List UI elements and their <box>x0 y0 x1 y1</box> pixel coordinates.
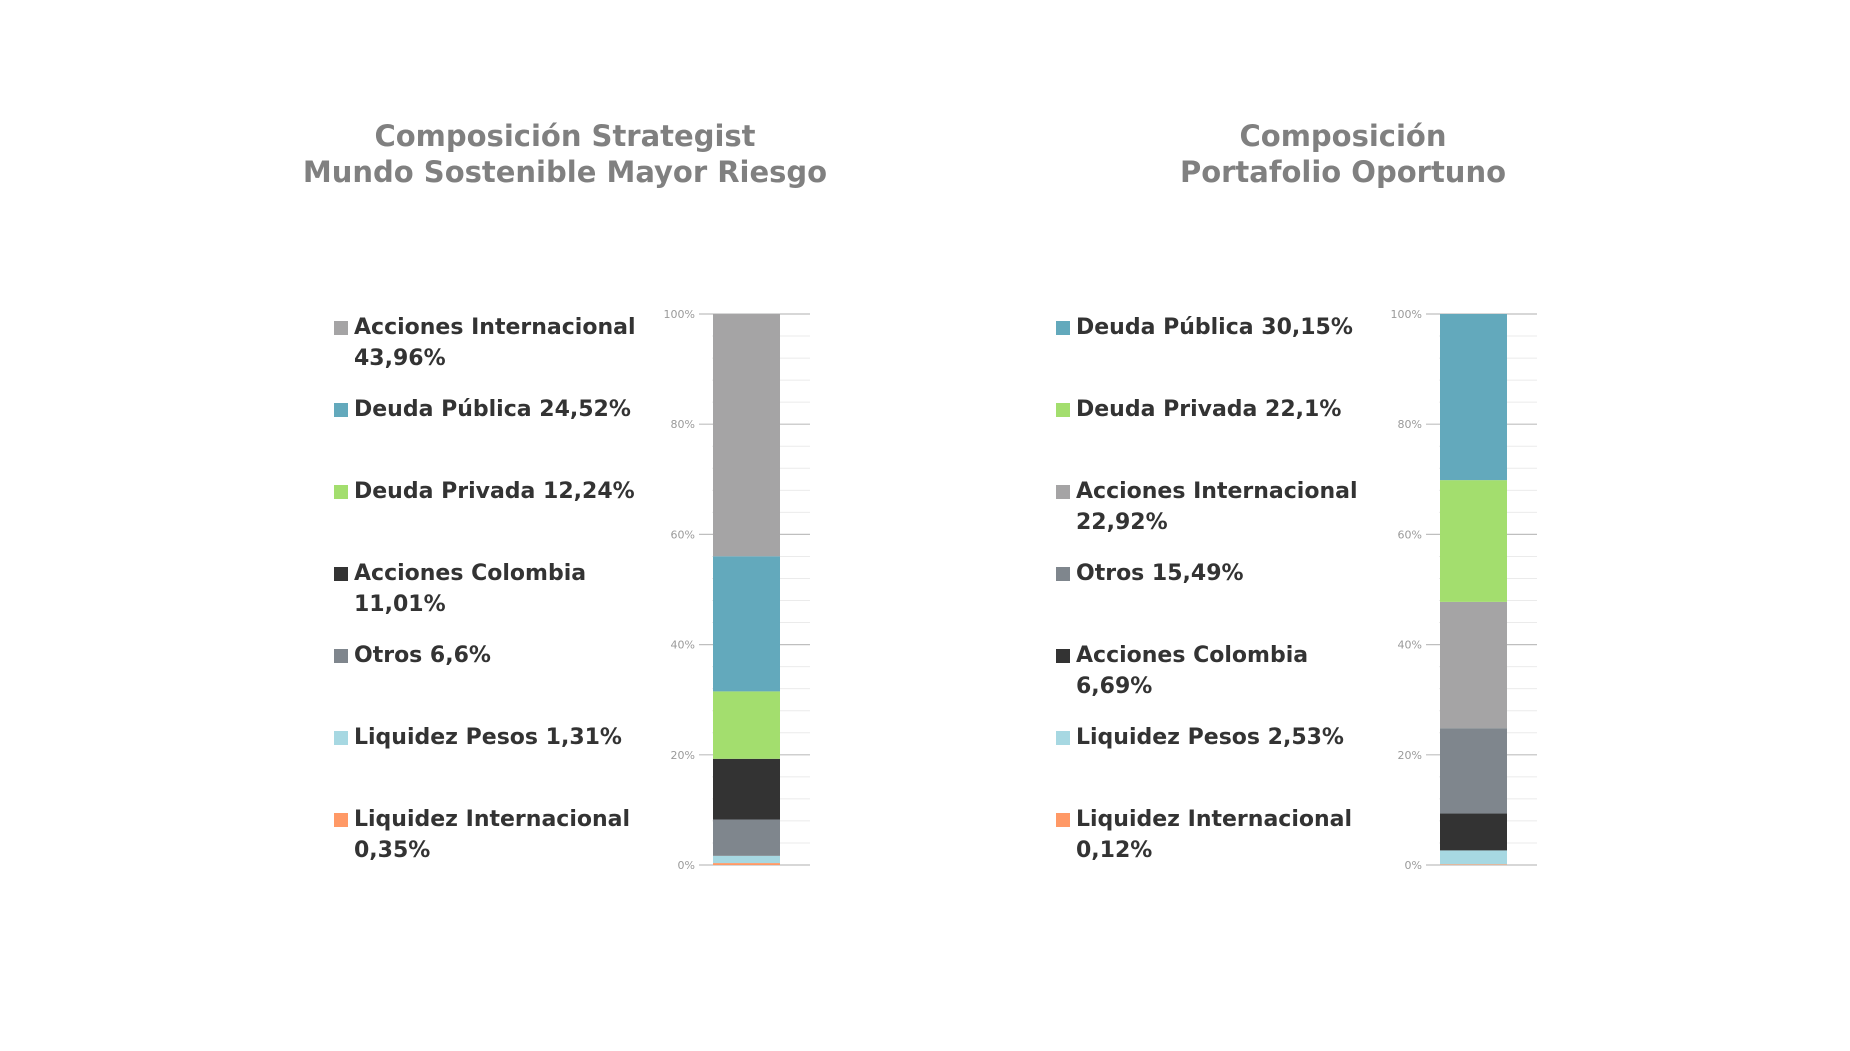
bar-segment-deuda-privada <box>1440 480 1507 602</box>
bar-segment-liquidez-pesos <box>713 855 780 864</box>
chart-title: Composición Portafolio Oportuno <box>993 118 1693 190</box>
legend-label: Liquidez Internacional 0,12% <box>1076 807 1353 863</box>
legend-swatch <box>1056 731 1070 745</box>
chart-title-line-1: Composición <box>1239 119 1447 153</box>
chart-title-line-2: Mundo Sostenible Mayor Riesgo <box>302 155 828 189</box>
y-tick-label: 60% <box>671 528 695 541</box>
legend-swatch <box>334 731 348 745</box>
legend-label: Liquidez Pesos 2,53% <box>1076 725 1344 750</box>
chart-legend: Deuda Pública 30,15% Deuda Privada 22,1% A… <box>1056 312 1416 884</box>
bar-segment-acciones-colombia <box>713 758 780 820</box>
legend-swatch <box>334 649 348 663</box>
bar-segment-liquidez-internacional <box>713 863 780 865</box>
legend-label: Deuda Pública 24,52% <box>354 397 631 422</box>
legend-label: Otros 6,6% <box>354 643 491 668</box>
legend-swatch <box>334 485 348 499</box>
y-tick-label: 40% <box>1398 639 1422 652</box>
bar-segment-acciones-internacional <box>1440 601 1507 729</box>
chart-title-line-1: Composición Strategist <box>374 119 756 153</box>
legend-swatch <box>1056 485 1070 499</box>
y-tick-label: 0% <box>678 859 695 872</box>
legend-swatch <box>1056 321 1070 335</box>
legend-label: Acciones Colombia 11,01% <box>354 561 587 617</box>
legend-label: Acciones Internacional 22,92% <box>1076 479 1358 535</box>
y-tick-label: 60% <box>1398 528 1422 541</box>
legend-swatch <box>334 321 348 335</box>
y-tick-label: 20% <box>671 749 695 762</box>
bar-segment-deuda-privada <box>713 691 780 759</box>
y-tick-label: 80% <box>671 418 695 431</box>
y-tick-label: 0% <box>1405 859 1422 872</box>
legend-swatch <box>1056 567 1070 581</box>
chart-panel-right: Composición Portafolio Oportuno Deuda Pú… <box>925 0 1850 1051</box>
legend-swatch <box>1056 813 1070 827</box>
legend-label: Acciones Colombia 6,69% <box>1076 643 1309 699</box>
bar-segment-deuda-publica <box>713 556 780 692</box>
legend-label: Otros 15,49% <box>1076 561 1244 586</box>
chart-legend: Acciones Internacional 43,96% Deuda Públi… <box>334 312 694 884</box>
bar-segment-deuda-publica <box>1440 314 1507 481</box>
legend-label: Deuda Pública 30,15% <box>1076 315 1353 340</box>
y-tick-label: 20% <box>1398 749 1422 762</box>
stacked-bar-chart: 0% 20% 40% 60% 80% 100% <box>1391 308 1537 872</box>
y-tick-label: 100% <box>1391 308 1422 321</box>
bar-segment-acciones-internacional <box>713 314 780 557</box>
legend-swatch <box>334 567 348 581</box>
bar-segment-liquidez-pesos <box>1440 850 1507 865</box>
stacked-bar-chart: 0% 20% 40% 60% 80% 100% <box>664 308 810 872</box>
legend-label: Liquidez Pesos 1,31% <box>354 725 622 750</box>
chart-title-line-2: Portafolio Oportuno <box>1179 155 1507 189</box>
chart-panel-left: Composición Strategist Mundo Sostenible … <box>215 118 915 884</box>
legend-label: Acciones Internacional 43,96% <box>354 315 636 371</box>
legend-label: Deuda Privada 22,1% <box>1076 397 1342 422</box>
legend-swatch <box>334 403 348 417</box>
bar-segment-liquidez-internacional <box>1440 864 1507 865</box>
chart-title: Composición Strategist Mundo Sostenible … <box>215 118 915 190</box>
bar-segment-otros <box>1440 728 1507 814</box>
legend-swatch <box>1056 403 1070 417</box>
legend-label: Liquidez Internacional 0,35% <box>354 807 631 863</box>
legend-swatch <box>334 813 348 827</box>
y-tick-label: 100% <box>664 308 695 321</box>
y-tick-label: 40% <box>671 639 695 652</box>
legend-swatch <box>1056 649 1070 663</box>
bar-segment-otros <box>713 819 780 856</box>
y-tick-label: 80% <box>1398 418 1422 431</box>
legend-label: Deuda Privada 12,24% <box>354 479 635 504</box>
bar-segment-acciones-colombia <box>1440 813 1507 851</box>
